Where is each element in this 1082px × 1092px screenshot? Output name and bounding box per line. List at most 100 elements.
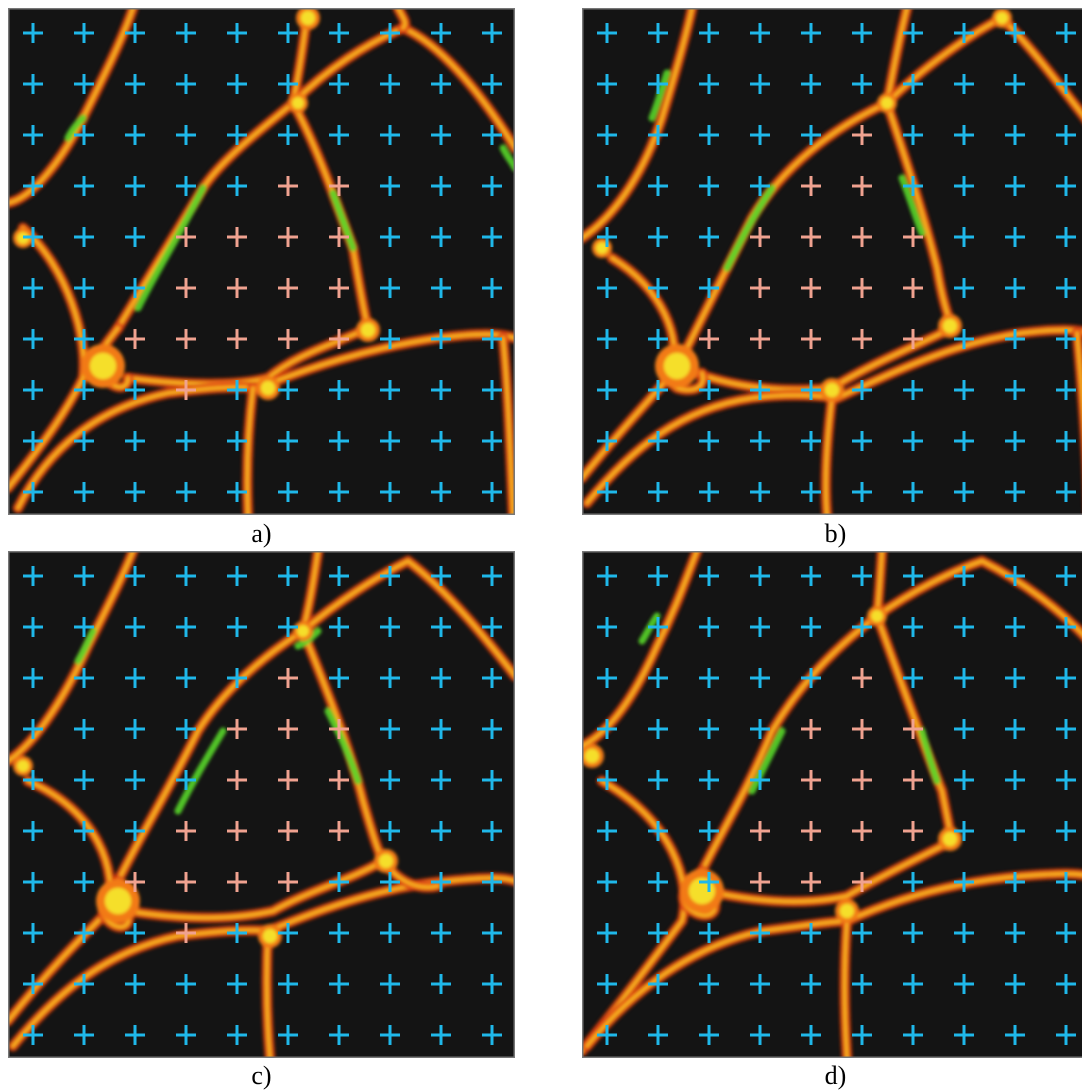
grid-cross bbox=[227, 668, 247, 688]
grid-cross-inside bbox=[852, 821, 872, 841]
grid-cross bbox=[380, 1025, 400, 1045]
grid-cross bbox=[278, 74, 298, 94]
grid-cross bbox=[176, 566, 196, 586]
grid-cross bbox=[954, 1025, 974, 1045]
grid-cross bbox=[74, 872, 94, 892]
grid-cross bbox=[699, 74, 719, 94]
grid-cross bbox=[954, 668, 974, 688]
grid-cross bbox=[1005, 668, 1025, 688]
grid-cross-inside bbox=[176, 380, 196, 400]
grid-cross bbox=[23, 176, 43, 196]
grid-cross-inside bbox=[329, 329, 349, 349]
grid-cross bbox=[1056, 227, 1076, 247]
grid-cross bbox=[1056, 380, 1076, 400]
grid-cross bbox=[482, 821, 502, 841]
grid-cross-inside bbox=[278, 278, 298, 298]
grid-cross bbox=[1056, 872, 1076, 892]
grid-cross bbox=[431, 668, 451, 688]
grid-cross bbox=[699, 821, 719, 841]
grid-cross bbox=[176, 125, 196, 145]
grid-cross bbox=[954, 821, 974, 841]
grid-cross-inside bbox=[176, 329, 196, 349]
grid-cross bbox=[380, 617, 400, 637]
grid-cross bbox=[227, 923, 247, 943]
grid-cross bbox=[648, 482, 668, 502]
grid-cross bbox=[1005, 227, 1025, 247]
grid-cross bbox=[1005, 23, 1025, 43]
grid-cross bbox=[597, 770, 617, 790]
grid-cross bbox=[801, 1025, 821, 1045]
grid-cross bbox=[954, 431, 974, 451]
grid-cross bbox=[380, 380, 400, 400]
grid-cross bbox=[597, 431, 617, 451]
grid-cross-inside bbox=[329, 278, 349, 298]
junction-highlight bbox=[596, 242, 608, 254]
grid-cross bbox=[1056, 566, 1076, 586]
junction-highlight bbox=[262, 928, 278, 944]
grid-cross bbox=[1005, 923, 1025, 943]
grid-cross bbox=[380, 566, 400, 586]
grid-cross bbox=[750, 770, 770, 790]
grid-cross bbox=[699, 278, 719, 298]
grid-cross bbox=[176, 482, 196, 502]
grid-cross bbox=[954, 770, 974, 790]
junction-highlight bbox=[292, 97, 304, 109]
grid-cross bbox=[23, 23, 43, 43]
grid-cross bbox=[329, 566, 349, 586]
green-signal-segment bbox=[723, 184, 776, 272]
grid-cross-inside bbox=[750, 329, 770, 349]
grid-cross-inside bbox=[278, 872, 298, 892]
grid-cross bbox=[380, 431, 400, 451]
grid-cross bbox=[329, 380, 349, 400]
grid-cross bbox=[954, 566, 974, 586]
grid-cross-inside bbox=[903, 770, 923, 790]
grid-cross-inside bbox=[903, 278, 923, 298]
grid-cross bbox=[699, 617, 719, 637]
grid-cross-inside bbox=[227, 821, 247, 841]
grid-cross bbox=[648, 227, 668, 247]
grid-cross bbox=[699, 431, 719, 451]
grid-cross bbox=[648, 566, 668, 586]
membrane-network bbox=[8, 8, 515, 515]
grid-cross bbox=[597, 278, 617, 298]
grid-cross bbox=[954, 125, 974, 145]
grid-cross-inside bbox=[852, 278, 872, 298]
grid-cross bbox=[597, 566, 617, 586]
grid-cross bbox=[648, 668, 668, 688]
grid-cross bbox=[1056, 278, 1076, 298]
grid-cross bbox=[431, 566, 451, 586]
grid-cross bbox=[482, 872, 502, 892]
grid-cross bbox=[23, 770, 43, 790]
junction-highlight bbox=[871, 610, 883, 622]
grid-cross bbox=[431, 482, 451, 502]
grid-cross bbox=[176, 974, 196, 994]
grid-cross-inside bbox=[278, 770, 298, 790]
grid-cross bbox=[125, 176, 145, 196]
grid-cross bbox=[1005, 74, 1025, 94]
grid-cross bbox=[699, 380, 719, 400]
grid-cross bbox=[74, 821, 94, 841]
grid-cross bbox=[699, 227, 719, 247]
grid-cross bbox=[648, 329, 668, 349]
junction-highlight bbox=[300, 10, 316, 26]
grid-cross-inside bbox=[801, 329, 821, 349]
grid-cross-inside bbox=[125, 872, 145, 892]
grid-cross bbox=[852, 431, 872, 451]
grid-cross bbox=[482, 125, 502, 145]
junction-highlight bbox=[104, 887, 132, 915]
image-border bbox=[582, 551, 1082, 1058]
grid-cross bbox=[329, 1025, 349, 1045]
grid-cross bbox=[1056, 329, 1076, 349]
grid-cross bbox=[903, 74, 923, 94]
grid-cross bbox=[750, 1025, 770, 1045]
grid-cross bbox=[954, 23, 974, 43]
grid-cross bbox=[278, 974, 298, 994]
grid-cross bbox=[801, 923, 821, 943]
grid-cross bbox=[380, 668, 400, 688]
grid-cross bbox=[1005, 176, 1025, 196]
grid-cross bbox=[23, 278, 43, 298]
grid-cross bbox=[227, 482, 247, 502]
grid-cross bbox=[852, 974, 872, 994]
green-signal-segment bbox=[648, 69, 671, 122]
grid-cross bbox=[648, 719, 668, 739]
